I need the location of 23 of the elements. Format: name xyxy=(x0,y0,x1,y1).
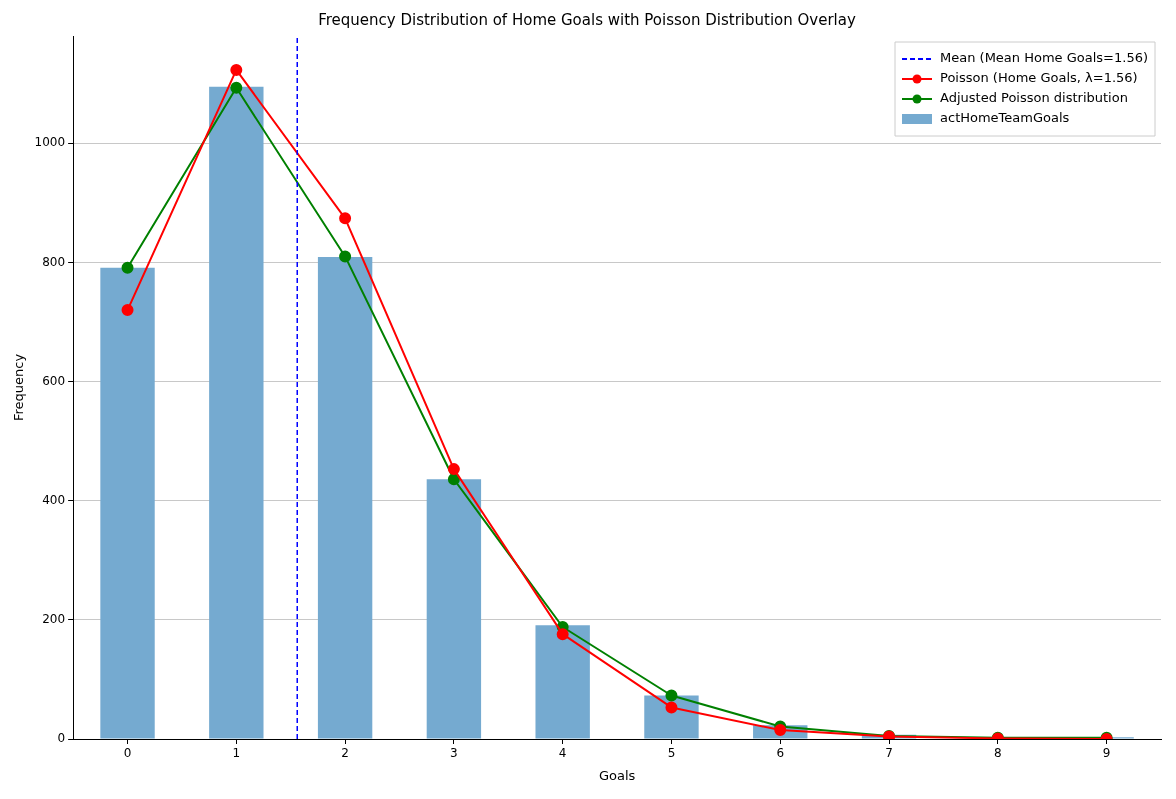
y-tick-label: 200 xyxy=(42,611,66,626)
legend-label: Poisson (Home Goals, λ=1.56) xyxy=(940,70,1138,86)
y-tick-label: 400 xyxy=(42,492,66,507)
x-tick-label: 1 xyxy=(232,746,241,761)
y-tick-label: 1000 xyxy=(34,135,66,150)
legend-label: Mean (Mean Home Goals=1.56) xyxy=(940,50,1149,66)
x-tick-label: 6 xyxy=(776,746,785,761)
x-tick-label: 0 xyxy=(123,746,132,761)
x-tick-label: 8 xyxy=(994,746,1002,761)
x-tick-label: 9 xyxy=(1102,746,1111,761)
x-axis-title: Goals xyxy=(598,767,636,783)
chart-title: Frequency Distribution of Home Goals with Poisson Distribution Overlay xyxy=(318,10,856,29)
legend-label: actHomeTeamGoals xyxy=(940,110,1070,126)
x-tick-label: 4 xyxy=(558,746,567,761)
x-tick-label: 7 xyxy=(885,746,893,761)
y-tick-label: 800 xyxy=(42,254,66,269)
y-tick-label: 0 xyxy=(57,731,66,746)
x-tick-label: 5 xyxy=(667,746,676,761)
legend-label: Adjusted Poisson distribution xyxy=(940,90,1128,106)
x-tick-label: 2 xyxy=(341,746,349,761)
y-axis-title: Frequency xyxy=(11,353,27,422)
x-tick-label: 3 xyxy=(450,746,458,761)
y-tick-label: 600 xyxy=(42,373,66,388)
